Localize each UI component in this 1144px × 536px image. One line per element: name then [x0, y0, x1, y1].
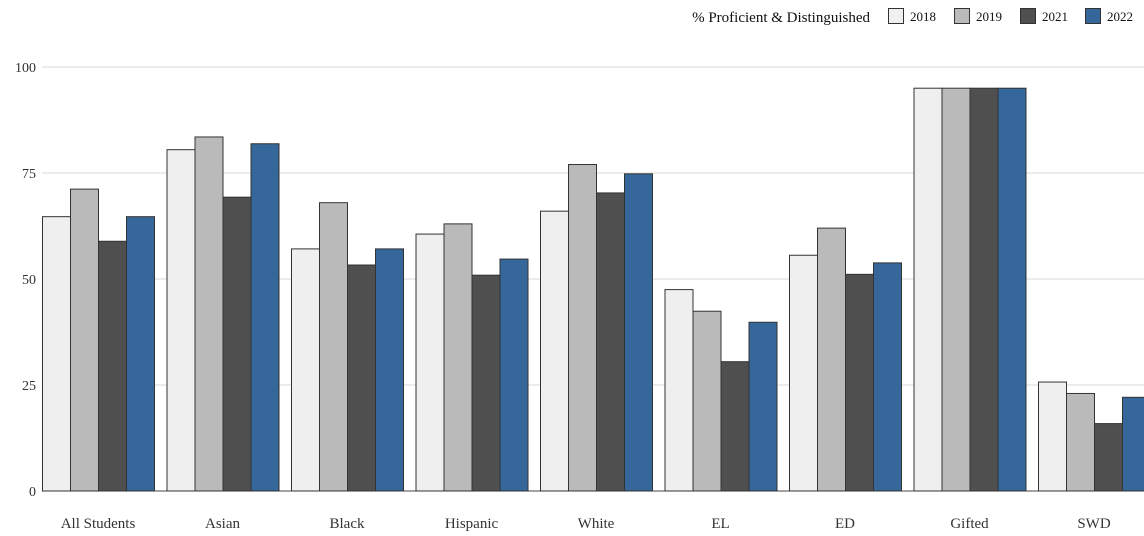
bar-2022-el	[748, 321, 778, 492]
bars	[42, 87, 1144, 492]
y-tick-label: 100	[15, 61, 36, 76]
bar-2022-hispanic	[499, 258, 529, 492]
bar-2018-gifted	[913, 87, 943, 492]
bar-2022-black	[375, 248, 404, 492]
bar-2019-white	[568, 164, 597, 492]
legend-title: % Proficient & Distinguished	[692, 10, 870, 26]
bar-2019-all-students	[70, 188, 99, 492]
y-tick-label: 0	[29, 485, 36, 500]
legend-label-2018: 2018	[910, 9, 936, 24]
x-tick-label: Gifted	[950, 516, 989, 532]
bar-2018-white	[540, 210, 569, 492]
bar-2021-swd	[1094, 423, 1123, 492]
bar-2021-white	[596, 192, 625, 492]
bar-2018-swd	[1038, 381, 1067, 492]
x-tick-label: Hispanic	[445, 516, 499, 532]
bar-2021-ed	[845, 273, 874, 492]
bar-2019-black	[319, 202, 348, 492]
legend: % Proficient & Distinguished 2018 2019 202…	[692, 8, 1133, 26]
bar-2018-asian	[166, 149, 196, 492]
bar-2019-gifted	[941, 87, 971, 492]
bar-2019-el	[692, 310, 722, 492]
bar-2021-hispanic	[471, 274, 501, 492]
x-tick-label: All Students	[61, 516, 136, 532]
bar-2022-all-students	[126, 216, 155, 492]
bar-2018-black	[291, 248, 320, 492]
bar-2022-white	[624, 173, 653, 492]
bar-2022-gifted	[997, 87, 1027, 492]
bar-2018-ed	[789, 254, 818, 492]
bar-2022-ed	[873, 262, 902, 492]
bar-2019-asian	[194, 136, 224, 492]
bar-2022-asian	[250, 143, 280, 492]
legend-swatch-2021	[1020, 8, 1036, 24]
legend-label-2021: 2021	[1042, 9, 1068, 24]
legend-label-2022: 2022	[1107, 9, 1133, 24]
bar-2021-all-students	[98, 240, 127, 492]
bar-2018-el	[664, 289, 694, 492]
y-tick-label: 25	[22, 379, 36, 394]
bar-2021-black	[347, 264, 376, 492]
legend-label-2019: 2019	[976, 9, 1002, 24]
bar-2018-all-students	[42, 216, 71, 492]
bar-2019-swd	[1066, 392, 1095, 492]
bar-2018-hispanic	[415, 233, 445, 492]
legend-swatch-2022	[1085, 8, 1101, 24]
y-tick-label: 75	[22, 167, 36, 182]
legend-swatch-2019	[954, 8, 970, 24]
y-axis: 0 25 50 75 100	[15, 61, 36, 500]
y-tick-label: 50	[22, 273, 36, 288]
bar-2022-swd	[1122, 396, 1144, 492]
bar-2021-gifted	[969, 87, 999, 492]
x-tick-label: EL	[711, 516, 729, 532]
x-tick-label: ED	[835, 516, 855, 532]
bar-2019-hispanic	[443, 223, 473, 492]
x-tick-label: Asian	[205, 516, 240, 532]
legend-swatch-2018	[888, 8, 904, 24]
x-tick-label: Black	[330, 516, 365, 532]
x-tick-label: SWD	[1077, 516, 1111, 532]
bar-2021-asian	[222, 196, 252, 492]
x-tick-label: White	[578, 516, 615, 532]
bar-2021-el	[720, 361, 750, 492]
x-axis: All Students Asian Black Hispanic White EL ED G…	[61, 516, 1111, 532]
bar-2019-ed	[817, 227, 846, 492]
